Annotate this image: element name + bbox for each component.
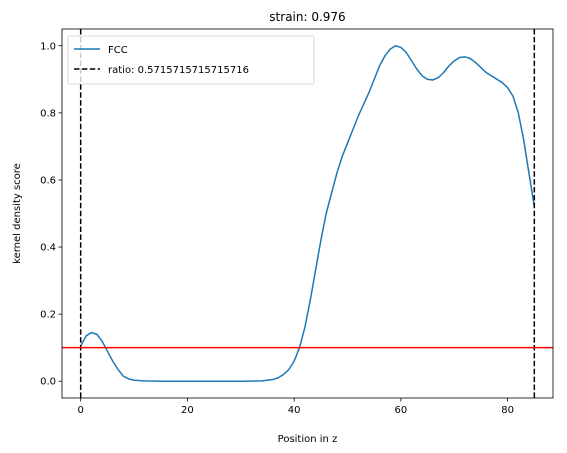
legend-entry-ratio: ratio: 0.5715715715715716 — [108, 65, 249, 76]
y-tick-label: 0.8 — [40, 108, 56, 119]
y-tick-label: 1.0 — [40, 41, 56, 52]
x-tick-label: 80 — [501, 405, 514, 416]
y-tick-label: 0.6 — [40, 175, 56, 186]
y-tick-label: 0.2 — [40, 310, 56, 321]
y-axis-label: kernel density score — [12, 163, 23, 264]
x-tick-label: 20 — [181, 405, 194, 416]
x-axis-ticks: 0 20 40 60 80 — [77, 398, 514, 416]
x-axis-label: Position in z — [278, 434, 338, 445]
legend-entry-fcc: FCC — [108, 45, 128, 56]
legend: FCC ratio: 0.5715715715715716 — [67, 35, 315, 85]
x-tick-label: 60 — [395, 405, 408, 416]
y-axis-ticks: 0.0 0.2 0.4 0.6 0.8 1.0 — [40, 41, 62, 388]
series-line-fcc — [80, 45, 536, 382]
y-tick-label: 0.4 — [40, 243, 56, 254]
chart-title: strain: 0.976 — [269, 10, 345, 24]
y-tick-label: 0.0 — [40, 377, 56, 388]
x-tick-label: 40 — [288, 405, 301, 416]
x-tick-label: 0 — [77, 405, 83, 416]
plot-frame — [61, 28, 554, 399]
legend-box — [67, 35, 315, 85]
